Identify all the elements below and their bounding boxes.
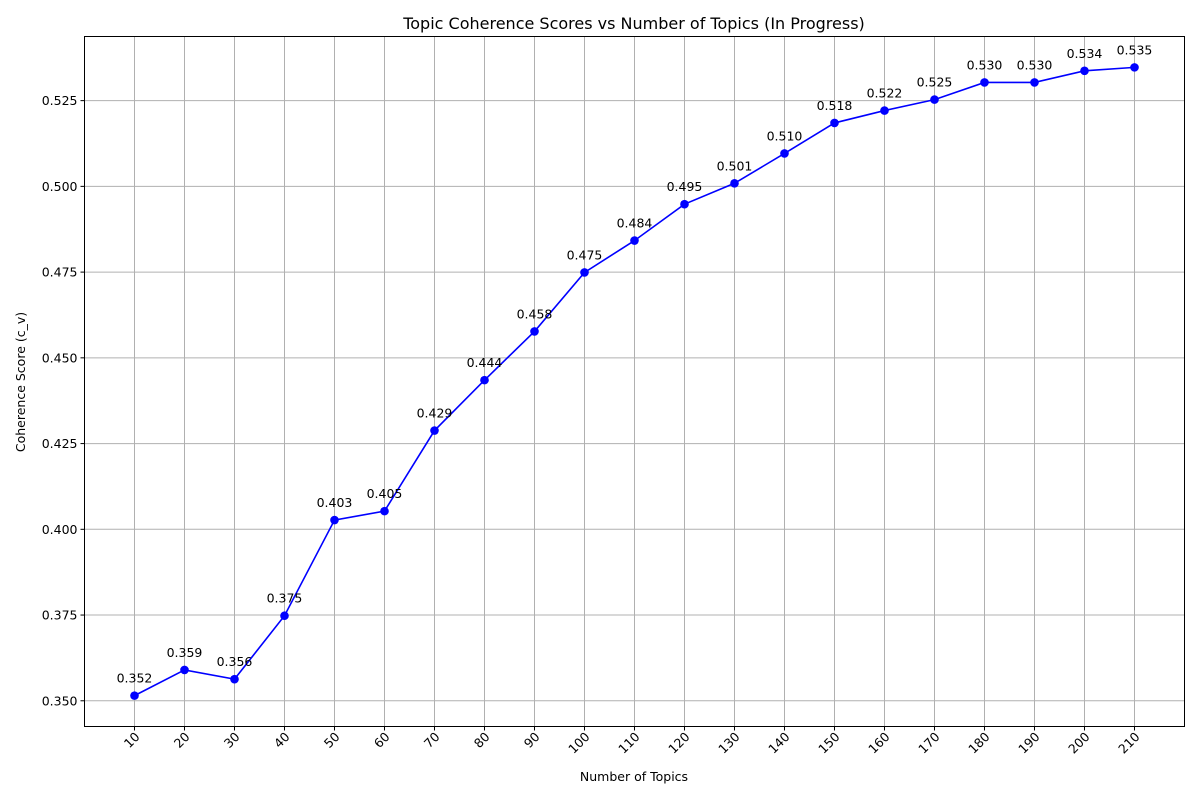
x-tick-label: 20 [171, 729, 193, 751]
x-tick-label: 140 [765, 729, 793, 757]
y-tick-label: 0.450 [42, 350, 78, 365]
data-label-layer: 0.352 0.359 0.356 0.375 0.403 0.405 0.429 0.444… [117, 42, 1153, 685]
data-point [280, 611, 289, 621]
data-label: 0.510 [767, 128, 803, 143]
data-point [330, 515, 339, 525]
y-tick-label: 0.425 [42, 436, 78, 451]
data-point [480, 375, 489, 385]
x-tick-label: 30 [221, 729, 243, 751]
chart-title: Topic Coherence Scores vs Number of Topi… [402, 14, 865, 33]
y-tick-label: 0.475 [42, 265, 78, 280]
data-label: 0.403 [317, 495, 353, 510]
x-tick-label: 90 [521, 729, 543, 751]
data-point [930, 95, 939, 104]
x-tick-label: 150 [815, 729, 843, 757]
x-tick-label: 60 [371, 729, 393, 751]
x-tick-label: 200 [1065, 729, 1093, 757]
data-label: 0.359 [167, 645, 203, 660]
y-tick-label: 0.525 [42, 93, 78, 108]
data-label: 0.518 [817, 98, 853, 113]
data-point [1030, 78, 1039, 87]
tick-layer: 10 20 30 40 50 60 70 80 90 100 110 120 130 140 150 160 1… [42, 93, 1143, 756]
data-label: 0.534 [1067, 46, 1103, 61]
x-tick-label: 160 [865, 729, 893, 757]
data-point [130, 691, 139, 700]
x-tick-label: 70 [421, 729, 443, 751]
x-tick-label: 80 [471, 729, 493, 751]
data-label: 0.530 [1017, 57, 1053, 72]
data-label: 0.484 [617, 216, 653, 231]
data-point [580, 268, 589, 277]
data-point [730, 178, 739, 188]
data-label: 0.495 [667, 179, 703, 194]
grid-layer [84, 36, 1185, 727]
data-label: 0.475 [567, 247, 603, 262]
data-point [380, 506, 389, 516]
data-point [180, 665, 189, 675]
y-axis-label: Coherence Score (c_v) [13, 312, 28, 452]
data-point [830, 118, 839, 128]
data-label: 0.535 [1117, 42, 1153, 57]
x-tick-label: 110 [615, 729, 643, 757]
data-point [780, 149, 789, 158]
data-point [230, 674, 239, 684]
data-label: 0.356 [217, 654, 253, 669]
data-label: 0.375 [267, 591, 303, 606]
data-point [680, 199, 689, 209]
data-label: 0.352 [117, 671, 153, 686]
data-label: 0.444 [467, 355, 503, 370]
y-tick-label: 0.375 [42, 608, 78, 623]
x-tick-label: 10 [121, 729, 143, 751]
data-label: 0.458 [517, 306, 553, 321]
x-tick-label: 50 [321, 729, 343, 751]
data-point [880, 106, 889, 115]
x-tick-label: 190 [1015, 729, 1043, 757]
data-label: 0.429 [417, 406, 453, 421]
data-label: 0.530 [967, 57, 1003, 72]
y-tick-label: 0.350 [42, 693, 78, 708]
data-point [1130, 63, 1139, 72]
y-tick-label: 0.500 [42, 179, 78, 194]
x-tick-label: 180 [965, 729, 993, 757]
data-label: 0.525 [917, 75, 953, 90]
data-point [430, 426, 439, 435]
data-point [630, 236, 639, 245]
x-tick-label: 120 [665, 729, 693, 757]
x-axis-label: Number of Topics [580, 769, 688, 784]
data-label: 0.522 [867, 86, 903, 101]
x-tick-label: 100 [565, 729, 593, 757]
x-tick-label: 170 [915, 729, 943, 757]
x-tick-label: 210 [1115, 729, 1143, 757]
plot-frame [84, 36, 1185, 727]
series-layer [130, 63, 1139, 700]
data-point [530, 327, 539, 336]
y-tick-label: 0.400 [42, 522, 78, 537]
x-tick-label: 130 [715, 729, 743, 757]
x-tick-label: 40 [271, 729, 293, 751]
data-label: 0.501 [717, 158, 753, 173]
data-point [980, 78, 989, 87]
data-point [1080, 66, 1089, 76]
data-label: 0.405 [367, 486, 403, 501]
